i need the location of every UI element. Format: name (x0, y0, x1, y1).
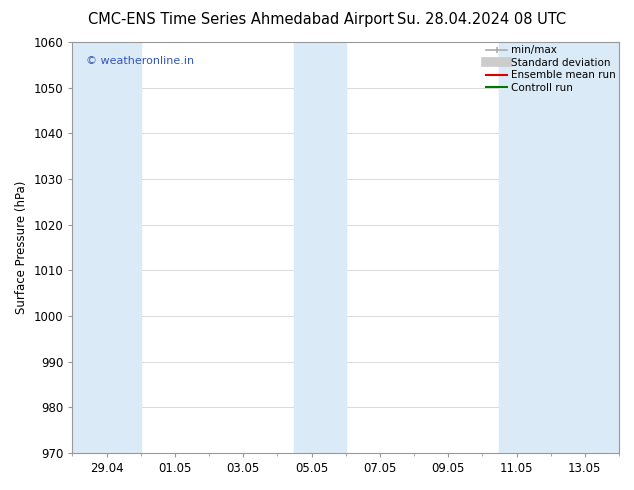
Text: © weatheronline.in: © weatheronline.in (86, 56, 194, 67)
Bar (72, 42, 141, 453)
Bar (500, 42, 619, 453)
Text: Su. 28.04.2024 08 UTC: Su. 28.04.2024 08 UTC (398, 12, 566, 27)
Text: CMC-ENS Time Series Ahmedabad Airport: CMC-ENS Time Series Ahmedabad Airport (88, 12, 394, 27)
Bar (294, 42, 346, 453)
Legend: min/max, Standard deviation, Ensemble mean run, Controll run: min/max, Standard deviation, Ensemble me… (486, 45, 616, 93)
Y-axis label: Surface Pressure (hPa): Surface Pressure (hPa) (15, 181, 28, 314)
